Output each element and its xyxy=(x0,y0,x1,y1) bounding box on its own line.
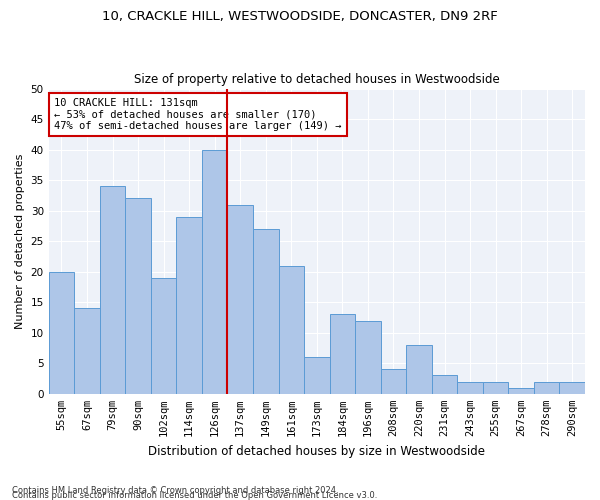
Bar xyxy=(202,150,227,394)
Bar xyxy=(406,345,432,394)
Bar xyxy=(380,370,406,394)
Bar xyxy=(125,198,151,394)
Bar xyxy=(329,314,355,394)
Bar xyxy=(253,229,278,394)
Bar xyxy=(304,357,329,394)
Title: Size of property relative to detached houses in Westwoodside: Size of property relative to detached ho… xyxy=(134,73,500,86)
Bar xyxy=(100,186,125,394)
Bar xyxy=(227,204,253,394)
Bar xyxy=(355,320,380,394)
Bar xyxy=(151,278,176,394)
Text: Contains public sector information licensed under the Open Government Licence v3: Contains public sector information licen… xyxy=(12,491,377,500)
Y-axis label: Number of detached properties: Number of detached properties xyxy=(15,154,25,329)
Text: Contains HM Land Registry data © Crown copyright and database right 2024.: Contains HM Land Registry data © Crown c… xyxy=(12,486,338,495)
Bar xyxy=(432,376,457,394)
Bar xyxy=(559,382,585,394)
Text: 10 CRACKLE HILL: 131sqm
← 53% of detached houses are smaller (170)
47% of semi-d: 10 CRACKLE HILL: 131sqm ← 53% of detache… xyxy=(54,98,341,131)
Bar xyxy=(457,382,483,394)
X-axis label: Distribution of detached houses by size in Westwoodside: Distribution of detached houses by size … xyxy=(148,444,485,458)
Bar xyxy=(74,308,100,394)
Text: 10, CRACKLE HILL, WESTWOODSIDE, DONCASTER, DN9 2RF: 10, CRACKLE HILL, WESTWOODSIDE, DONCASTE… xyxy=(102,10,498,23)
Bar xyxy=(278,266,304,394)
Bar xyxy=(508,388,534,394)
Bar xyxy=(176,217,202,394)
Bar xyxy=(534,382,559,394)
Bar xyxy=(483,382,508,394)
Bar xyxy=(49,272,74,394)
